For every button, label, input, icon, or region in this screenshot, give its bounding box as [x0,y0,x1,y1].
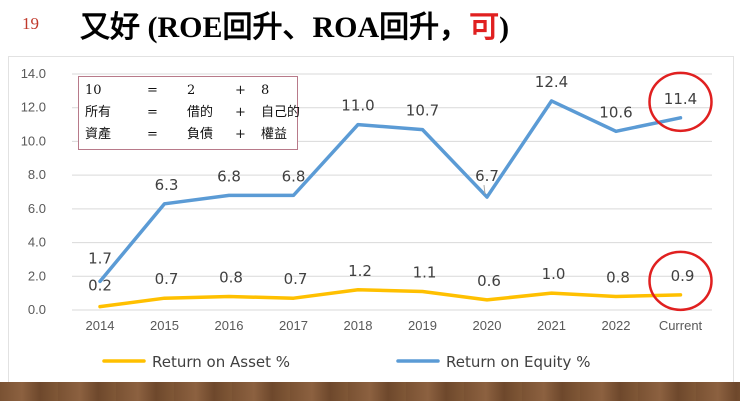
x-tick-label: 2015 [150,318,179,333]
roa-point [98,305,102,309]
roe-data-label: 6.7 [475,167,499,185]
roe-data-label: 10.6 [599,103,632,121]
roa-data-label: 0.8 [606,269,630,287]
x-tick-label: 2017 [279,318,308,333]
equation-cell: 權益 [261,127,288,142]
roa-data-label: 1.1 [413,263,437,281]
legend-roe-label: Return on Equity % [446,353,590,371]
y-tick-label: 14.0 [21,66,46,81]
title-end: ) [499,11,510,44]
x-tick-label: 2021 [537,318,566,333]
equation-cell: 資產 [85,127,112,142]
roa-data-label: 0.7 [155,270,179,288]
roe-point [421,128,424,132]
roe-data-label: 11.4 [664,90,697,108]
label-leader-line [483,185,486,195]
roe-point [292,193,295,197]
roa-point [356,288,360,292]
equation-cell: 所有 [85,105,112,120]
equation-cell: 負債 [187,127,214,142]
equation-cell: 自己的 [261,105,301,120]
roe-series-line [98,99,683,284]
x-tick-label: 2018 [344,318,373,333]
roa-point [485,298,489,302]
equation-cell: = [147,83,158,98]
equation-cell: 8 [261,83,270,98]
x-tick-label: 2014 [86,318,115,333]
roe-data-label: 10.7 [406,102,439,120]
y-tick-label: 6.0 [28,201,46,216]
roa-point [550,291,553,295]
equation-cell: = [147,105,158,120]
highlight-circle-roe [648,71,713,133]
x-tick-label: Current [659,318,703,333]
roa-data-label: 0.6 [477,272,501,290]
roe-data-label: 1.7 [88,249,112,267]
x-tick-label: 2020 [473,318,502,333]
y-tick-label: 12.0 [21,100,46,115]
roa-data-label: 0.7 [284,270,308,288]
roa-point [163,296,166,300]
roe-point [98,279,102,283]
equation-cell: + [235,83,246,98]
equation-cell: 借的 [187,105,214,120]
y-tick-label: 10.0 [21,133,46,148]
roa-data-label: 0.9 [671,267,695,285]
x-tick-label: 2022 [602,318,631,333]
x-tick-label: 2016 [215,318,244,333]
roa-point [421,289,424,293]
roe-data-label: 6.8 [282,167,306,185]
roe-point [163,202,166,206]
wood-floor-decoration [0,382,740,401]
roe-point [485,195,489,199]
roa-point [227,295,231,299]
equation-cell: = [147,127,158,142]
x-tick-label: 2019 [408,318,437,333]
chart-panel [8,56,734,384]
y-tick-label: 0.0 [28,302,46,317]
roe-data-label: 12.4 [535,73,568,91]
title-highlight: 可 [469,11,500,44]
roa-data-label: 1.2 [348,262,372,280]
legend-roa-label: Return on Asset % [152,353,290,371]
y-tick-label: 4.0 [28,235,46,250]
roe-data-label: 6.3 [155,176,179,194]
equation-cell: + [235,127,246,142]
roa-data-label: 0.2 [88,277,112,295]
equation-box: 10 = 2 +8 所有 = 借的 + 自己的 資產 = 負債 + 權益 [78,76,301,150]
roa-data-label: 1.0 [542,265,566,283]
title-main: 又好 (ROE回升、ROA回升， [80,11,470,44]
equation-cell: 10 [85,83,102,98]
equation-cell: + [235,105,246,120]
roa-point [614,295,618,299]
roe-data-label: 6.8 [217,167,241,185]
roe-data-label: 11.0 [341,97,374,115]
slide-number: 19 [22,14,39,33]
roa-series-line [98,288,683,309]
roa-point [292,296,295,300]
equation-cell: 2 [187,83,196,98]
highlight-circle-roa [648,250,713,312]
roe-point [356,123,360,127]
y-tick-label: 8.0 [28,167,46,182]
y-tick-label: 2.0 [28,268,46,283]
roe-point [227,193,231,197]
roa-point [679,293,682,297]
roe-point [550,99,553,103]
roe-point [614,129,618,133]
roa-data-label: 0.8 [219,269,243,287]
roe-point [679,116,682,120]
slide-title: 又好 (ROE回升、ROA回升，可) [80,6,509,50]
